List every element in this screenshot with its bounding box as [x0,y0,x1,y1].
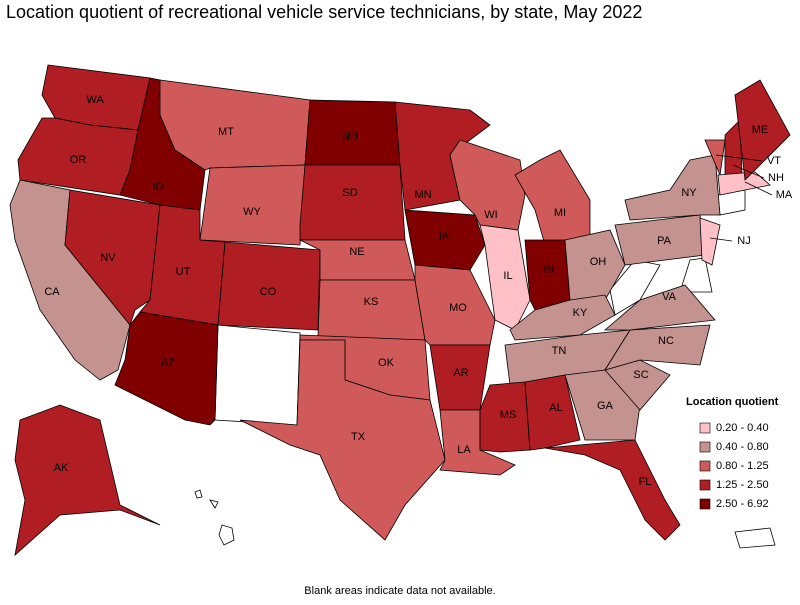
state [734,79,791,181]
state-label: AK [54,462,69,474]
state [514,149,591,246]
state-label: ND [342,131,358,143]
state [199,164,306,246]
state [299,164,406,241]
state [114,311,219,426]
state-label: SD [342,187,357,199]
state-label: WY [243,206,261,218]
state [603,284,716,331]
state-blank [209,499,219,509]
state-label: MA [776,189,793,201]
state-label: LA [457,444,471,456]
state-label: GA [597,400,614,412]
state-label: ME [752,124,769,136]
state [509,294,616,341]
state-label: UT [176,266,191,278]
legend-swatch [699,422,711,434]
state-label: CO [260,286,277,298]
state [699,217,721,266]
leader-line [732,164,765,179]
state-label: NJ [737,235,750,247]
state-blank [194,489,203,499]
legend-label: 1.25 - 2.50 [716,479,769,491]
state [564,229,626,301]
state-label: VT [767,155,781,167]
state [717,171,771,196]
state-label: MS [500,409,517,421]
state-label: NV [100,252,116,264]
no-data-areas [194,189,776,549]
state-label: FL [639,476,652,488]
state-label: IA [439,231,450,243]
note: Blank areas indicate data not available. [304,585,495,597]
legend-label: 0.40 - 0.80 [716,441,769,453]
state-label: SC [633,369,648,381]
state-label: MO [449,302,467,314]
state [624,154,721,221]
state-label: WI [484,209,497,221]
legend-swatch [699,498,711,510]
state-blank [679,257,713,293]
state-label: VA [662,291,677,303]
state-blank [214,324,301,426]
state [544,439,681,541]
state-label: OR [70,154,87,166]
state [404,209,486,271]
state [239,339,446,541]
legend-label: 0.80 - 1.25 [716,460,769,472]
state-blank [734,527,776,549]
state [317,279,426,341]
state-label: KY [573,307,588,319]
legend-swatch [699,479,711,491]
legend-swatch [699,460,711,472]
state-label: WA [86,94,104,106]
state-label: NE [349,246,364,258]
state-blank [609,259,661,316]
state-label: MI [554,207,566,219]
map-title: Location quotient of recreational vehicl… [6,2,642,22]
state-label: KS [364,296,379,308]
state-label: NC [658,335,674,347]
state [704,139,726,177]
legend-label: 0.20 - 0.40 [716,422,769,434]
leader-line [709,237,733,242]
state-label: AZ [161,357,175,369]
legend-swatch [699,441,711,453]
state-label: AL [549,402,562,414]
state-label: PA [657,235,672,247]
state-label: NY [681,187,697,199]
state-label: ID [153,181,164,193]
state-label: TN [552,345,567,357]
leader-line [715,154,763,162]
state-label: NH [768,172,784,184]
state-label: OH [590,256,607,268]
state-label: CA [44,286,60,298]
state-blank [218,524,235,546]
leader-line [744,181,773,196]
state [604,324,711,371]
state-label: TX [351,431,366,443]
state-label: OK [378,357,395,369]
state-label: IN [544,264,555,276]
state-label: MT [218,126,234,138]
legend-title: Location quotient [686,396,779,408]
state [524,374,581,451]
state-label: AR [453,367,468,379]
state-label: IL [503,270,512,282]
state [14,404,161,557]
state-label: MN [414,189,431,201]
legend-label: 2.50 - 6.92 [716,498,769,510]
